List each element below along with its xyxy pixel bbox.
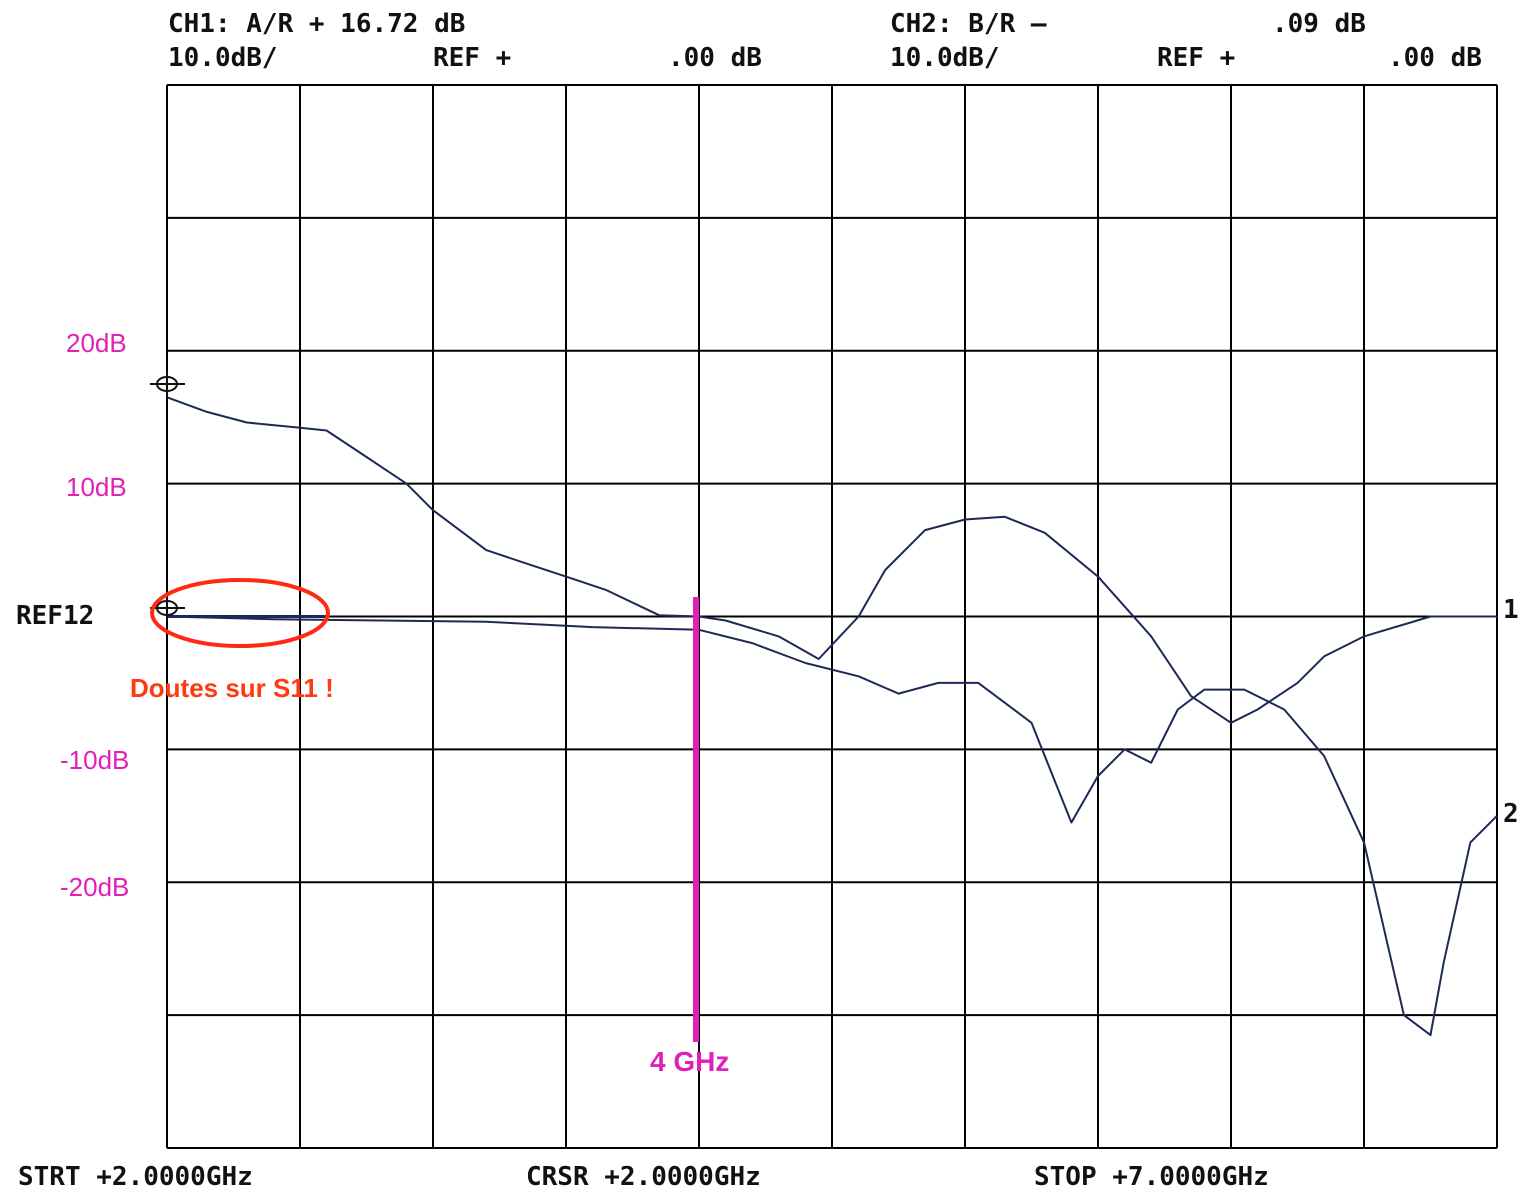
ch1-scale: 10.0dB/ (168, 43, 278, 73)
ch2-value: .09 dB (1272, 9, 1366, 39)
reference-line-marker-icon (150, 594, 185, 622)
traces (166, 396, 1498, 1037)
y-label-minus20db: -20dB (60, 872, 129, 902)
ch1-ref-value: .00 dB (668, 43, 762, 73)
trace-2 (166, 615, 1498, 1037)
y-label-20db: 20dB (66, 328, 127, 358)
cursor-frequency: CRSR +2.0000GHz (526, 1162, 761, 1192)
ch2-ref-value: .00 dB (1388, 43, 1482, 73)
reference-marker-icon (150, 370, 185, 398)
ch2-ref: REF + (1157, 43, 1235, 73)
trace2-id: 2 (1503, 799, 1519, 829)
plot-area (166, 84, 1498, 1149)
trace-1 (166, 396, 1497, 724)
ch2-scale: 10.0dB/ (890, 43, 1000, 73)
trace1-id: 1 (1503, 595, 1519, 625)
start-frequency: STRT +2.0000GHz (18, 1162, 253, 1192)
ch2-label: CH2: B/R – (890, 9, 1047, 39)
ch1-ref: REF + (433, 43, 511, 73)
ref-label: REF12 (16, 601, 94, 631)
marker-label: 4 GHz (650, 1046, 729, 1077)
stop-frequency: STOP +7.0000GHz (1034, 1162, 1269, 1192)
y-label-minus10db: -10dB (60, 745, 129, 775)
y-label-10db: 10dB (66, 472, 127, 502)
ch1-label: CH1: A/R + 16.72 dB (168, 9, 465, 39)
warning-ellipse (150, 578, 330, 648)
grid (166, 84, 1498, 1149)
warning-text: Doutes sur S11 ! (130, 673, 334, 703)
